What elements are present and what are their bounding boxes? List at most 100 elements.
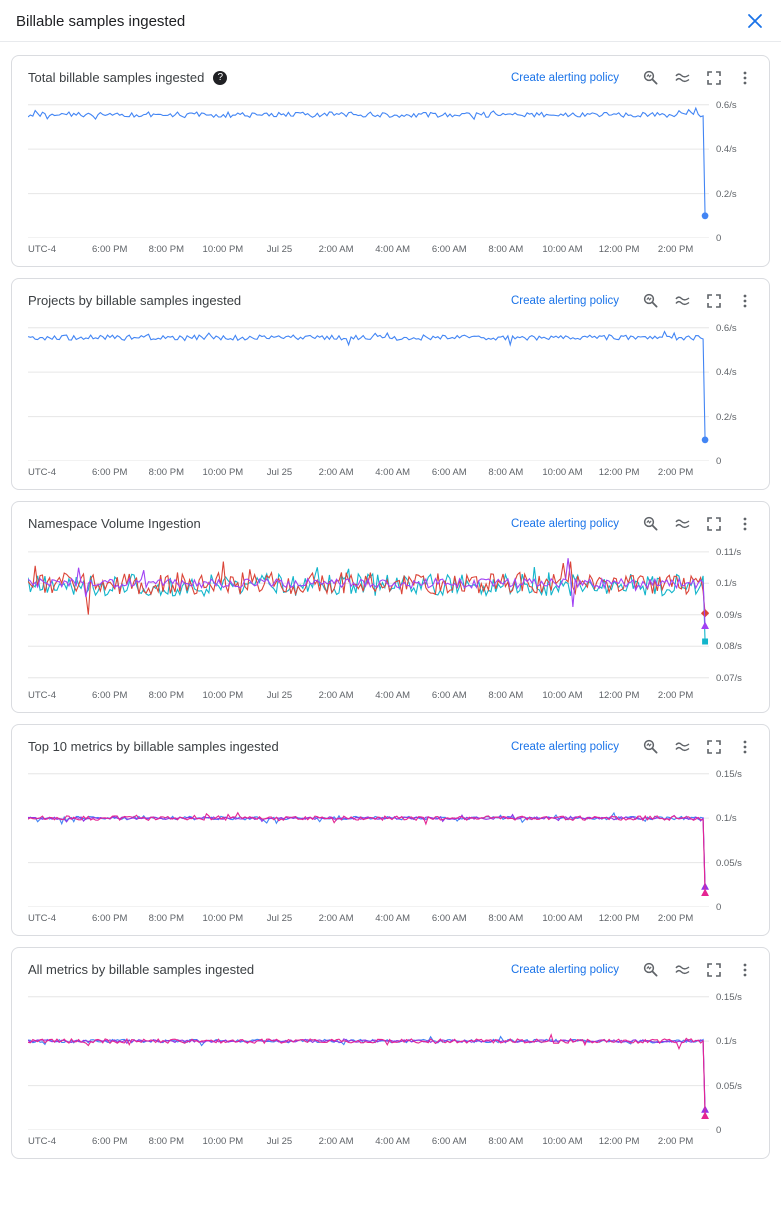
- chart-plot[interactable]: [28, 98, 709, 238]
- y-tick-label: 0.11/s: [716, 546, 742, 558]
- metrics-explorer-icon[interactable]: [642, 292, 659, 309]
- x-tick-label: 8:00 AM: [488, 690, 524, 701]
- x-tick-label: Jul 25: [266, 244, 293, 255]
- metrics-explorer-icon[interactable]: [642, 961, 659, 978]
- metrics-explorer-icon[interactable]: [642, 515, 659, 532]
- help-icon[interactable]: ?: [213, 70, 228, 85]
- x-tick-label: 2:00 PM: [657, 467, 694, 478]
- more-options-icon[interactable]: [737, 70, 753, 86]
- x-tick-label: 8:00 AM: [488, 1136, 524, 1147]
- close-icon[interactable]: [745, 11, 765, 31]
- x-tick-label: 10:00 PM: [202, 467, 244, 478]
- x-tick-label: 2:00 AM: [318, 467, 354, 478]
- x-tick-label: 12:00 PM: [598, 913, 640, 924]
- series-line-namespace-purple: [28, 558, 705, 626]
- x-tick-label: UTC-4: [28, 913, 56, 924]
- chart-plot[interactable]: [28, 321, 709, 461]
- x-tick-label: 2:00 PM: [657, 690, 694, 701]
- x-tick-label: 10:00 AM: [542, 690, 583, 701]
- x-tick-label: 10:00 AM: [542, 1136, 583, 1147]
- x-tick-label: Jul 25: [266, 913, 293, 924]
- x-tick-label: Jul 25: [266, 467, 293, 478]
- metrics-explorer-icon[interactable]: [642, 69, 659, 86]
- more-options-icon[interactable]: [737, 293, 753, 309]
- chart-title: Top 10 metrics by billable samples inges…: [28, 739, 279, 754]
- chart-options-icon[interactable]: [674, 961, 691, 978]
- chart-card-all-metrics: All metrics by billable samples ingested…: [11, 947, 770, 1159]
- chart-options-icon[interactable]: [674, 292, 691, 309]
- x-tick-label: 10:00 PM: [202, 244, 244, 255]
- x-tick-label: 4:00 AM: [375, 1136, 411, 1147]
- x-tick-label: 4:00 AM: [375, 690, 411, 701]
- metrics-explorer-icon[interactable]: [642, 738, 659, 755]
- chart-svg: [28, 321, 709, 461]
- series-line-billable samples rate: [28, 108, 705, 216]
- y-tick-label: 0.4/s: [716, 144, 737, 156]
- fullscreen-icon[interactable]: [706, 962, 722, 978]
- y-tick-label: 0.1/s: [716, 1036, 737, 1048]
- fullscreen-icon[interactable]: [706, 739, 722, 755]
- fullscreen-icon[interactable]: [706, 516, 722, 532]
- chart-plot[interactable]: [28, 767, 709, 907]
- chart-card-total-billable-samples: Total billable samples ingested ? Create…: [11, 55, 770, 267]
- series-end-marker-billable samples rate: [701, 212, 709, 220]
- x-tick-label: 6:00 PM: [92, 913, 128, 924]
- x-tick-label: UTC-4: [28, 244, 56, 255]
- y-tick-label: 0.05/s: [716, 1080, 742, 1092]
- y-tick-label: 0.6/s: [716, 99, 737, 111]
- x-tick-label: 8:00 AM: [488, 244, 524, 255]
- series-line-metric-purple: [28, 815, 705, 887]
- x-tick-label: 6:00 PM: [92, 690, 128, 701]
- chart-svg: [28, 767, 709, 907]
- more-options-icon[interactable]: [737, 516, 753, 532]
- create-alerting-policy-link[interactable]: Create alerting policy: [510, 71, 619, 84]
- chart-card-namespace-volume: Namespace Volume Ingestion Create alerti…: [11, 501, 770, 713]
- chart-svg: [28, 544, 709, 684]
- x-tick-label: 8:00 AM: [488, 467, 524, 478]
- x-tick-label: 10:00 AM: [542, 913, 583, 924]
- x-tick-label: 6:00 AM: [431, 244, 467, 255]
- y-tick-label: 0.1/s: [716, 578, 737, 590]
- chart-options-icon[interactable]: [674, 69, 691, 86]
- y-axis: 0.6/s 0.4/s 0.2/s 0: [709, 321, 753, 467]
- x-tick-label: 6:00 PM: [92, 244, 128, 255]
- chart-title: Namespace Volume Ingestion: [28, 516, 201, 531]
- fullscreen-icon[interactable]: [706, 70, 722, 86]
- more-options-icon[interactable]: [737, 962, 753, 978]
- chart-plot[interactable]: [28, 990, 709, 1130]
- create-alerting-policy-link[interactable]: Create alerting policy: [510, 294, 619, 307]
- more-options-icon[interactable]: [737, 739, 753, 755]
- series-line-metric-blue: [28, 813, 705, 888]
- charts-container: Total billable samples ingested ? Create…: [0, 42, 781, 1172]
- create-alerting-policy-link[interactable]: Create alerting policy: [510, 517, 619, 530]
- fullscreen-icon[interactable]: [706, 293, 722, 309]
- y-tick-label: 0.2/s: [716, 188, 737, 200]
- y-tick-label: 0.08/s: [716, 641, 742, 653]
- x-tick-label: 2:00 AM: [318, 244, 354, 255]
- x-axis: UTC-4 6:00 PM 8:00 PM 10:00 PM Jul 25 2:00 AM…: [28, 690, 709, 706]
- chart-title: All metrics by billable samples ingested: [28, 962, 255, 977]
- x-tick-label: 6:00 AM: [431, 1136, 467, 1147]
- y-tick-label: 0.2/s: [716, 411, 737, 423]
- dialog-header: Billable samples ingested: [0, 0, 781, 42]
- create-alerting-policy-link[interactable]: Create alerting policy: [510, 740, 619, 753]
- y-tick-label: 0.05/s: [716, 857, 742, 869]
- chart-card-projects: Projects by billable samples ingested Cr…: [11, 278, 770, 490]
- series-end-marker-namespace-purple: [701, 621, 709, 629]
- x-tick-label: 10:00 PM: [202, 690, 244, 701]
- chart-options-icon[interactable]: [674, 515, 691, 532]
- series-end-marker-metric-magenta: [701, 888, 709, 896]
- x-tick-label: 6:00 PM: [92, 467, 128, 478]
- x-tick-label: Jul 25: [266, 690, 293, 701]
- x-tick-label: 12:00 PM: [598, 690, 640, 701]
- chart-options-icon[interactable]: [674, 738, 691, 755]
- x-tick-label: 6:00 AM: [431, 690, 467, 701]
- y-tick-label: 0.15/s: [716, 768, 742, 780]
- series-end-marker-project samples rate: [701, 436, 709, 444]
- y-axis: 0.11/s 0.1/s 0.09/s 0.08/s 0.07/s: [709, 544, 753, 684]
- x-tick-label: 12:00 PM: [598, 244, 640, 255]
- chart-plot[interactable]: [28, 544, 709, 684]
- x-tick-label: 10:00 AM: [542, 244, 583, 255]
- chart-svg: [28, 98, 709, 238]
- create-alerting-policy-link[interactable]: Create alerting policy: [510, 963, 619, 976]
